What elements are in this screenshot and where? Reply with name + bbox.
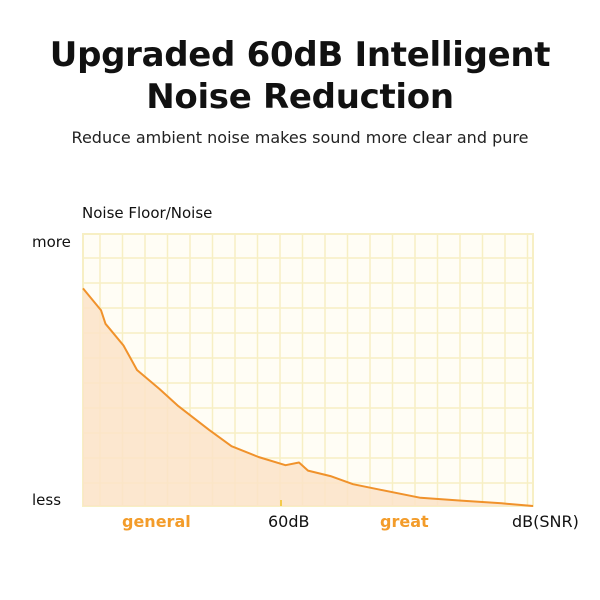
y-axis-label: Noise Floor/Noise	[82, 204, 213, 222]
title-line-1: Upgraded 60dB Intelligent	[49, 35, 551, 75]
page-title: Upgraded 60dB Intelligent Noise Reductio…	[0, 34, 600, 118]
y-tick-more: more	[32, 233, 71, 251]
x-label-60db: 60dB	[268, 512, 310, 531]
area-fill	[83, 288, 533, 506]
subtitle: Reduce ambient noise makes sound more cl…	[71, 128, 529, 147]
x-label-great: great	[380, 512, 429, 531]
title-line-2: Noise Reduction	[146, 77, 454, 117]
x-label-general: general	[122, 512, 191, 531]
x-axis-label: dB(SNR)	[512, 512, 579, 531]
y-tick-less: less	[32, 491, 62, 509]
